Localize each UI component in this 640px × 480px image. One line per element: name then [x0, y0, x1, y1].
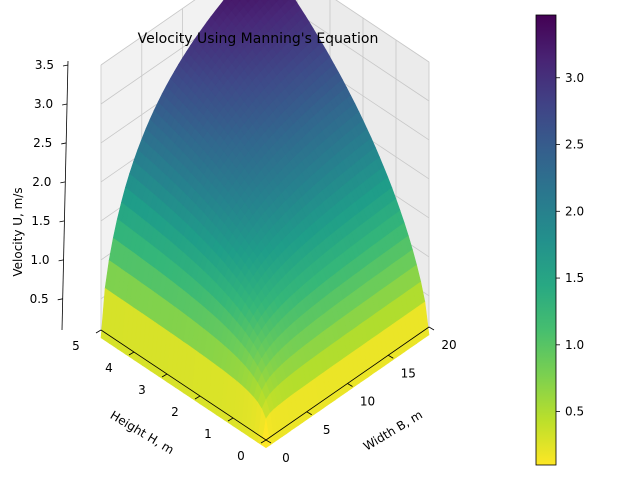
- y-axis-line: [100, 329, 267, 441]
- y-tick-mark: [95, 329, 102, 334]
- y-axis-label: Height H, m: [108, 408, 177, 457]
- y-axis-ticks: 0 1 2 3 4 5: [72, 329, 267, 463]
- chart-title: Velocity Using Manning's Equation: [138, 31, 379, 47]
- z-tick-mark: [60, 181, 66, 184]
- z-axis-line: [61, 60, 69, 331]
- z-tick-label: 1.5: [31, 214, 50, 228]
- x-axis-label: Width B, m: [361, 408, 425, 454]
- z-tick-mark: [62, 64, 69, 67]
- colorbar-tick-label: 1.5: [565, 271, 584, 285]
- y-tick-label: 5: [72, 339, 80, 353]
- x-tick-label: 0: [282, 451, 290, 465]
- x-tick-mark: [347, 383, 353, 387]
- x-axis-ticks: 0 5 10 15 20: [265, 326, 457, 465]
- colorbar-tick-label: 2.5: [565, 138, 584, 152]
- colorbar-tick-label: 2.0: [565, 204, 584, 218]
- z-tick-label: 2.5: [33, 136, 52, 150]
- colorbar-ticks: 0.5 1.0 1.5 2.0 2.5 3.0: [556, 71, 584, 419]
- z-axis-label: Velocity U, m/s: [11, 187, 25, 276]
- velocity-surface: [100, 0, 430, 449]
- y-tick-mark: [161, 373, 168, 378]
- grid-line-z: [100, 0, 430, 66]
- z-tick-mark: [61, 142, 67, 145]
- colorbar-gradient: [535, 14, 557, 466]
- y-tick-mark: [227, 417, 234, 422]
- surface-patch: [245, 0, 251, 4]
- y-tick-label: 2: [171, 405, 179, 419]
- colorbar-tick-label: 1.0: [565, 338, 584, 352]
- x-tick-mark: [428, 326, 435, 331]
- z-tick-label: 2.0: [32, 175, 51, 189]
- z-tick-mark: [57, 298, 63, 301]
- z-tick-label: 0.5: [30, 292, 49, 306]
- z-tick-mark: [62, 103, 68, 106]
- z-tick-label: 1.0: [30, 253, 49, 267]
- y-tick-label: 0: [237, 449, 245, 463]
- z-tick-label: 3.5: [35, 58, 54, 72]
- grid-line-z: [100, 0, 430, 105]
- surface-patch: [261, 419, 271, 449]
- x-tick-mark: [388, 354, 394, 359]
- y-tick-mark: [128, 351, 135, 356]
- z-tick-mark: [59, 220, 65, 223]
- y-tick-label: 3: [138, 383, 146, 397]
- x-tick-mark: [306, 411, 312, 416]
- y-tick-mark: [194, 395, 201, 400]
- colorbar-tick-label: 0.5: [565, 405, 584, 419]
- x-tick-label: 10: [360, 395, 375, 409]
- x-tick-label: 20: [441, 338, 456, 352]
- y-tick-mark: [260, 439, 267, 444]
- z-axis-ticks: 0.5 1.0 1.5 2.0 2.5 3.0 3.5: [30, 58, 69, 306]
- surface-patch: [274, 0, 280, 4]
- x-tick-mark: [265, 439, 272, 444]
- colorbar-tick-label: 3.0: [565, 71, 584, 85]
- z-tick-mark: [58, 259, 64, 262]
- x-tick-label: 5: [323, 423, 331, 437]
- x-tick-label: 15: [401, 366, 416, 380]
- y-tick-label: 1: [204, 427, 212, 441]
- z-tick-label: 3.0: [34, 97, 53, 111]
- y-tick-label: 4: [105, 361, 113, 375]
- colorbar: 0.5 1.0 1.5 2.0 2.5 3.0: [535, 14, 584, 466]
